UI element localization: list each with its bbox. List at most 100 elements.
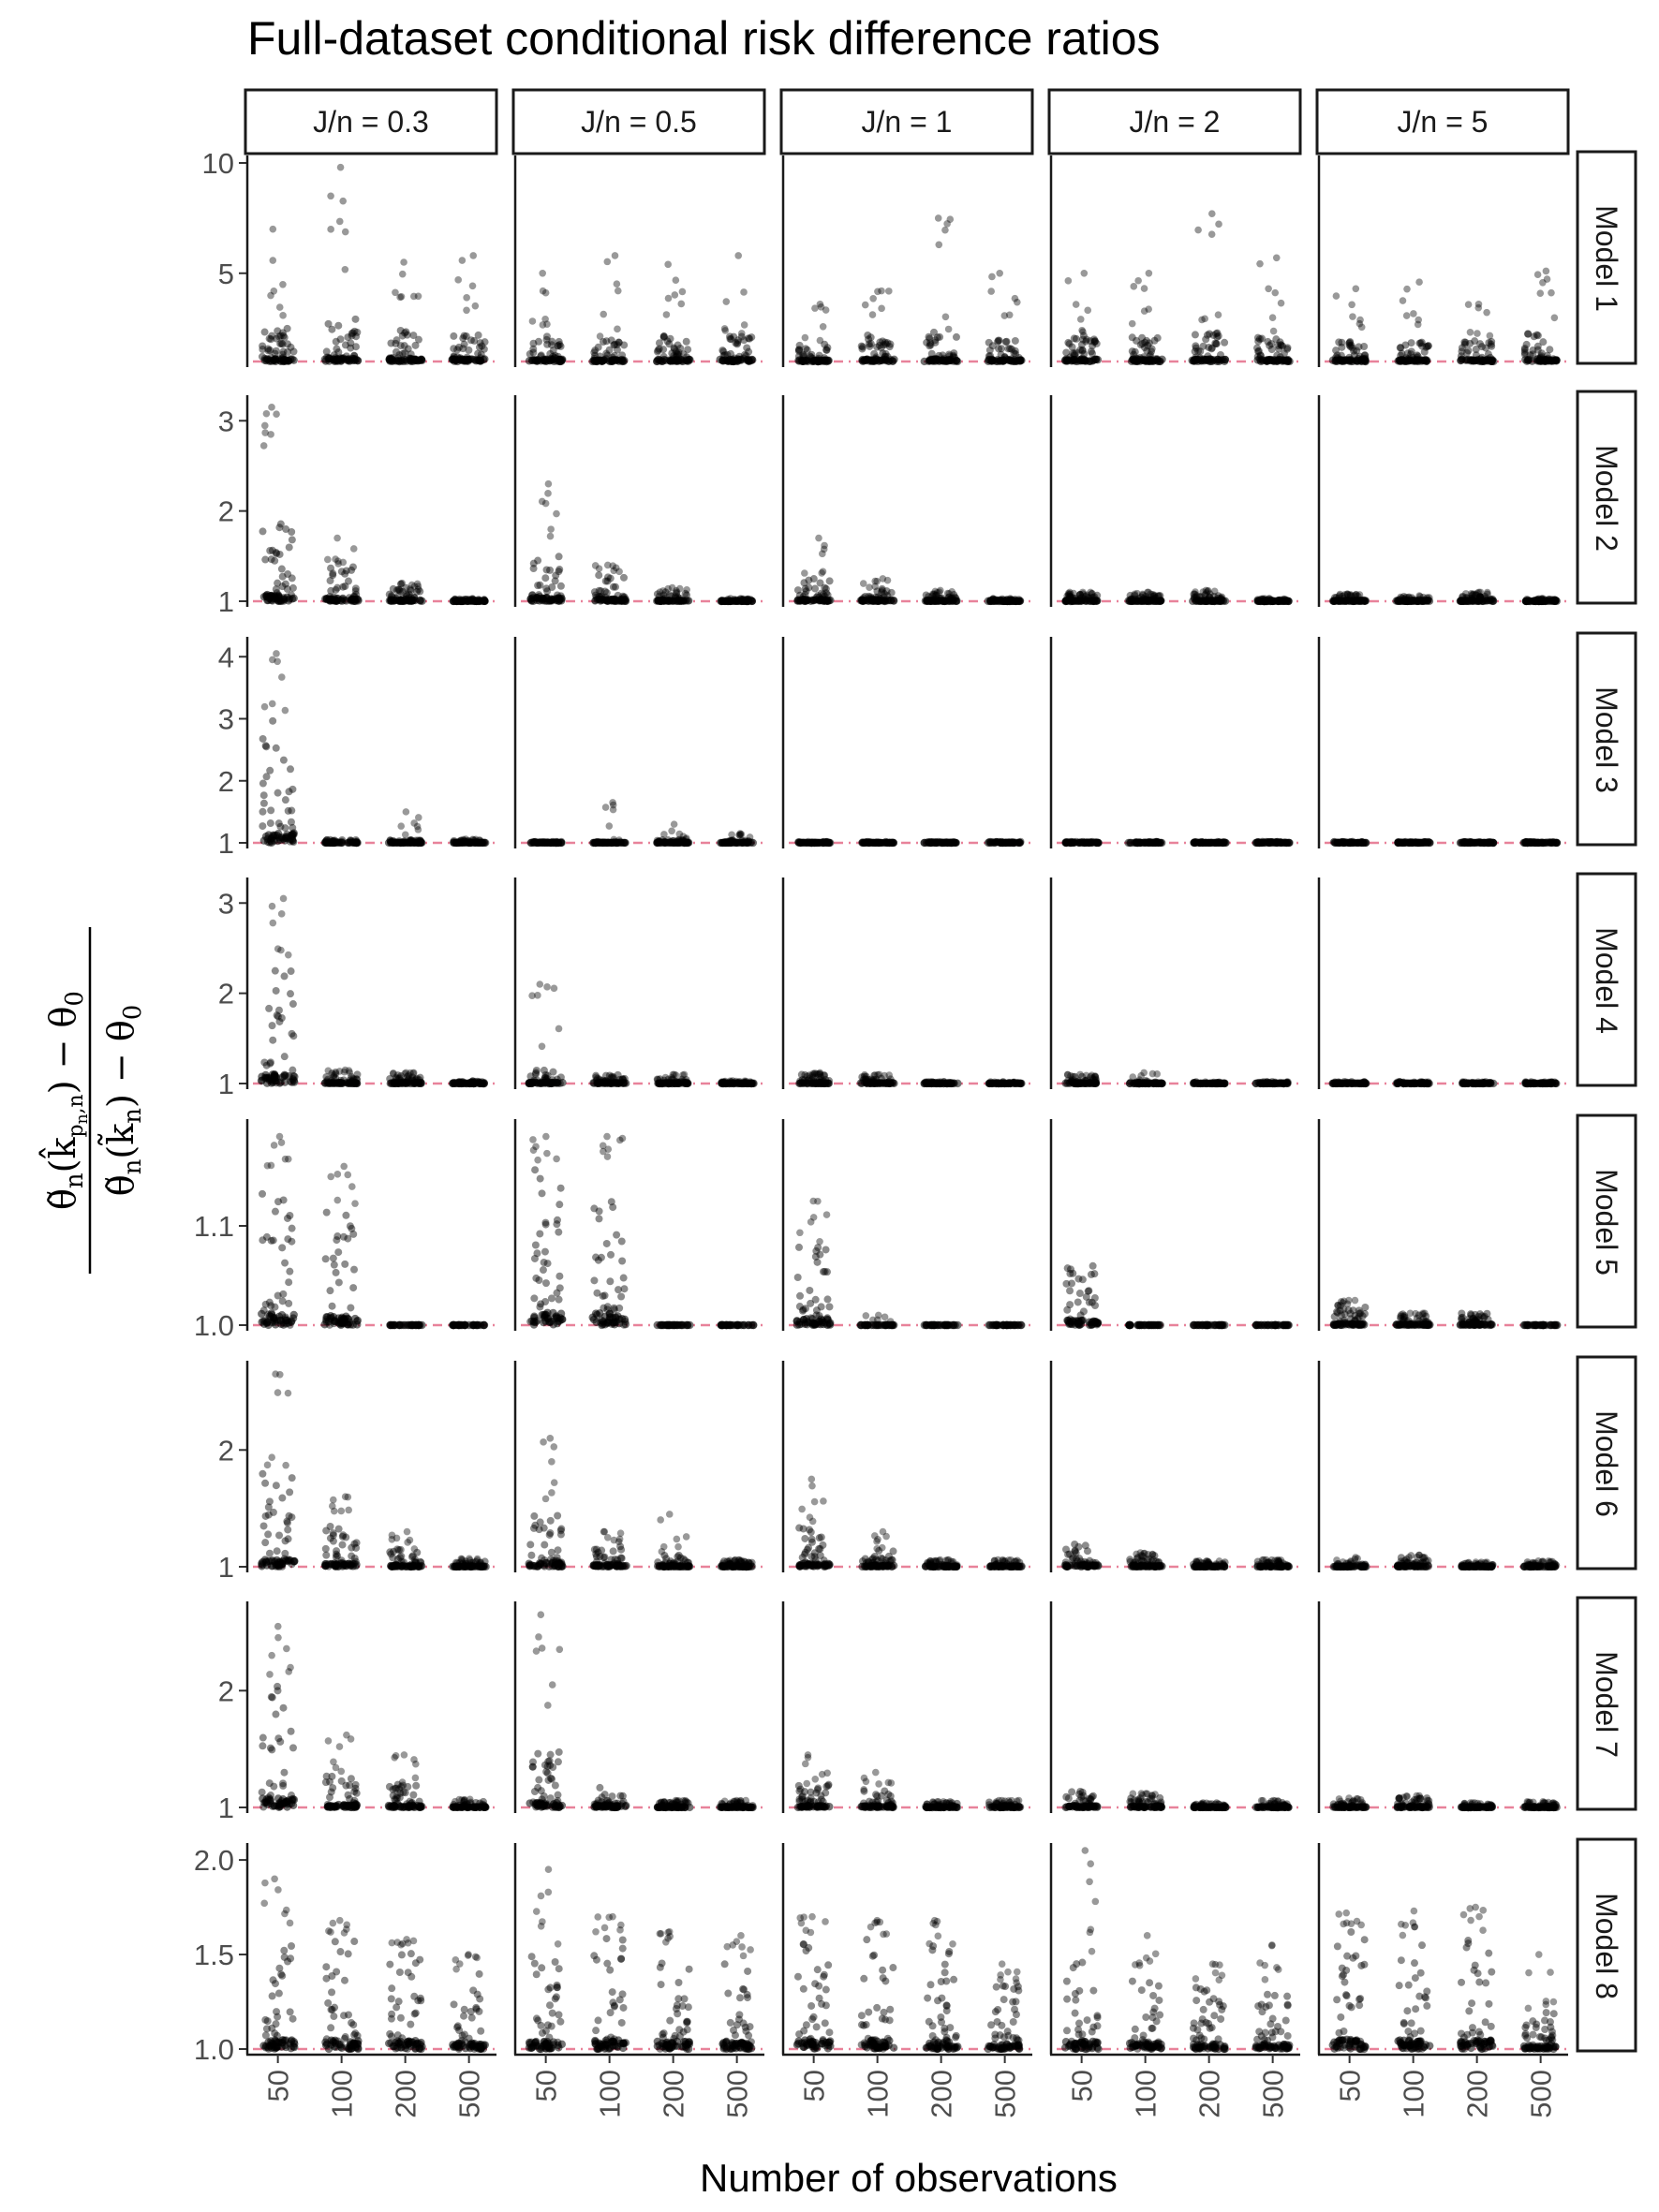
data-point <box>865 838 873 847</box>
data-point <box>324 1067 333 1075</box>
data-point <box>271 966 279 975</box>
strip-box <box>779 88 1034 155</box>
point-cluster <box>526 837 566 848</box>
data-point <box>670 820 678 828</box>
point-cluster <box>856 575 898 606</box>
data-point <box>1265 595 1273 602</box>
data-point <box>999 595 1006 603</box>
data-point <box>259 807 267 816</box>
data-point <box>1130 283 1138 290</box>
data-point <box>543 320 551 328</box>
data-point <box>280 595 289 603</box>
data-point <box>653 347 661 356</box>
facet-panel <box>1317 395 1568 607</box>
data-point <box>668 827 675 835</box>
data-point <box>592 1073 600 1082</box>
point-cluster <box>588 252 629 366</box>
data-point <box>266 819 274 828</box>
data-point <box>279 756 288 764</box>
data-point <box>664 260 672 269</box>
facet-panel <box>513 155 764 367</box>
data-point <box>468 355 477 363</box>
data-point <box>262 773 271 781</box>
data-point <box>675 584 684 593</box>
point-cluster <box>385 258 426 366</box>
data-point <box>389 1069 397 1078</box>
row-facet-strip: Model 2 <box>1576 390 1637 605</box>
data-point <box>262 409 271 418</box>
data-point <box>264 345 273 353</box>
data-point <box>468 1077 477 1084</box>
data-point <box>400 342 408 350</box>
data-point <box>385 355 393 363</box>
point-cluster <box>1061 588 1102 606</box>
row-facet-label: Model 3 <box>1590 686 1623 793</box>
data-point <box>344 838 352 847</box>
data-point <box>1081 595 1089 603</box>
data-point <box>550 984 558 993</box>
facet-panel <box>1049 155 1300 367</box>
data-point <box>396 293 404 302</box>
column-facet-label: J/n = 2 <box>1130 105 1221 139</box>
data-point <box>1128 333 1136 342</box>
data-point <box>1255 838 1264 847</box>
data-point <box>878 304 885 313</box>
data-point <box>450 352 458 361</box>
point-cluster <box>1124 588 1165 606</box>
data-point <box>1210 587 1219 596</box>
data-point <box>528 317 537 325</box>
data-point <box>1474 300 1483 308</box>
data-point <box>463 353 471 361</box>
data-point <box>1004 838 1013 847</box>
data-point <box>597 592 605 600</box>
data-point <box>997 838 1005 847</box>
column-facet-strip: J/n = 2 <box>1047 88 1302 155</box>
data-point <box>1215 356 1223 364</box>
data-point <box>273 596 281 604</box>
data-point <box>396 326 405 334</box>
data-point <box>388 356 396 364</box>
data-point <box>406 354 414 362</box>
data-point <box>350 352 359 361</box>
data-point <box>555 1025 563 1033</box>
data-point <box>287 343 295 351</box>
data-point <box>274 789 282 797</box>
y-tick-label: 1 <box>218 827 234 860</box>
strip-box <box>1576 150 1637 365</box>
data-point <box>1140 307 1148 315</box>
data-point <box>678 288 687 296</box>
y-axis: 123 <box>218 887 247 1100</box>
data-point <box>414 335 422 344</box>
data-point <box>410 292 418 301</box>
data-point <box>345 357 353 365</box>
data-point <box>557 837 566 846</box>
data-point <box>859 580 867 587</box>
data-point <box>1001 355 1010 363</box>
data-point <box>1271 288 1280 297</box>
data-point <box>743 344 751 352</box>
chart-title: Full-dataset conditional risk difference… <box>247 12 1161 65</box>
point-cluster <box>716 252 757 366</box>
data-point <box>1361 351 1370 360</box>
data-point <box>463 306 470 315</box>
data-point <box>875 341 883 349</box>
data-point <box>392 288 399 297</box>
data-point <box>936 332 944 341</box>
data-point <box>1015 838 1024 847</box>
data-point <box>1352 285 1360 293</box>
data-point <box>1268 314 1277 322</box>
point-cluster <box>1190 837 1230 848</box>
facet-panel <box>513 877 764 1089</box>
data-point <box>1207 344 1216 352</box>
data-point <box>801 569 808 577</box>
data-point <box>1013 298 1021 306</box>
data-point <box>259 791 268 800</box>
point-cluster <box>449 595 489 606</box>
data-point <box>261 429 269 436</box>
data-point <box>271 355 279 363</box>
data-point <box>613 280 621 288</box>
data-point <box>986 351 995 360</box>
data-point <box>530 837 539 846</box>
data-point <box>1207 838 1215 847</box>
y-tick-label: 3 <box>218 887 234 920</box>
